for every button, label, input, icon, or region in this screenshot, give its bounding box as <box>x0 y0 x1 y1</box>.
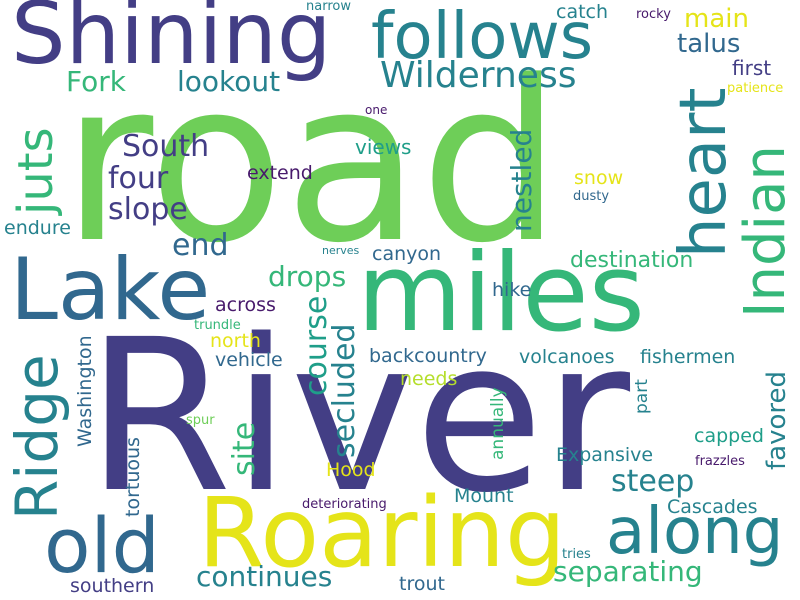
word-drops: drops <box>268 260 347 293</box>
word-trout: trout <box>399 573 445 595</box>
word-hike: hike <box>492 279 532 301</box>
word-talus: talus <box>677 29 741 59</box>
word-dusty: dusty <box>573 189 610 204</box>
word-hood: Hood <box>326 459 376 481</box>
word-vehicle: vehicle <box>215 349 283 371</box>
word-along: along <box>606 495 784 569</box>
word-main: main <box>684 4 749 34</box>
word-frazzles: frazzles <box>695 454 745 469</box>
word-lake: Lake <box>10 240 211 340</box>
word-north: north <box>210 330 261 352</box>
word-fishermen: fishermen <box>640 346 736 368</box>
word-canyon: canyon <box>372 243 442 265</box>
word-mount: Mount <box>454 485 514 507</box>
word-needs: needs <box>400 368 458 390</box>
word-trundle: trundle <box>194 318 241 333</box>
word-site: site <box>227 421 262 476</box>
word-end: end <box>172 228 229 263</box>
word-fork: Fork <box>66 65 126 98</box>
word-part: part <box>632 379 652 414</box>
word-volcanoes: volcanoes <box>519 346 615 368</box>
word-capped: capped <box>694 425 764 447</box>
word-one: one <box>365 103 388 117</box>
word-river: River <box>86 294 631 539</box>
word-extend: extend <box>247 162 313 184</box>
word-secluded: secluded <box>327 323 362 458</box>
word-backcountry: backcountry <box>369 345 487 367</box>
word-nerves: nerves <box>322 244 360 257</box>
word-catch: catch <box>556 1 609 23</box>
word-old: old <box>44 501 160 590</box>
word-four: four <box>108 161 169 196</box>
word-endure: endure <box>4 217 71 239</box>
word-across: across <box>215 294 276 316</box>
word-slope: slope <box>108 192 188 227</box>
word-steep: steep <box>611 464 695 499</box>
word-snow: snow <box>574 167 624 189</box>
word-narrow: narrow <box>306 0 351 14</box>
word-destination: destination <box>570 248 694 273</box>
word-ridge: Ridge <box>3 354 71 520</box>
word-juts: juts <box>8 127 64 215</box>
word-favored: favored <box>762 371 792 470</box>
word-annually: annually <box>488 387 508 460</box>
word-course: course <box>299 295 334 396</box>
word-patience: patience <box>727 81 784 96</box>
word-south: South <box>122 129 210 164</box>
word-tortuous: tortuous <box>122 437 144 517</box>
word-deteriorating: deteriorating <box>302 497 387 512</box>
word-wilderness: Wilderness <box>380 55 577 96</box>
word-separating: separating <box>553 555 703 588</box>
word-southern: southern <box>70 575 155 597</box>
word-continues: continues <box>196 560 333 593</box>
word-washington: Washington <box>74 335 96 447</box>
word-tries: tries <box>562 547 591 562</box>
word-road: road <box>62 34 562 292</box>
word-cascades: Cascades <box>667 496 758 518</box>
word-nestled: nestled <box>505 128 538 232</box>
word-lookout: lookout <box>177 65 281 98</box>
word-spur: spur <box>186 413 215 428</box>
word-roaring: Roaring <box>198 477 566 589</box>
word-follows: follows <box>371 0 594 74</box>
word-indian: Indian <box>733 145 798 318</box>
word-heart: heart <box>667 87 741 258</box>
word-rocky: rocky <box>636 7 671 22</box>
word-expansive: Expansive <box>556 444 654 466</box>
word-miles: miles <box>357 231 645 356</box>
word-first: first <box>732 56 772 80</box>
word-views: views <box>355 135 412 159</box>
word-shining: Shining <box>11 0 332 84</box>
